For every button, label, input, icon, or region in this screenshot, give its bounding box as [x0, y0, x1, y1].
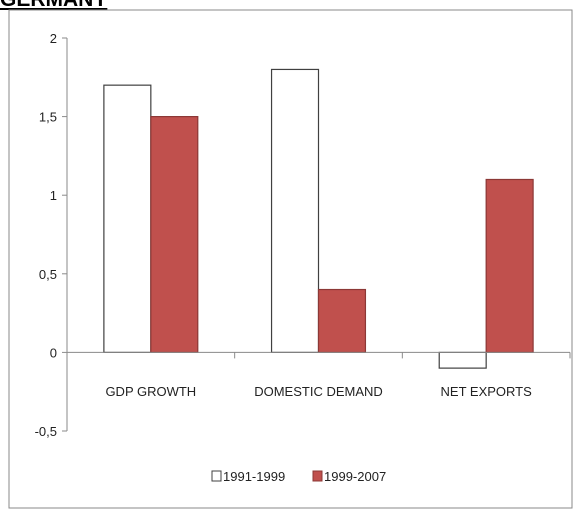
bar-series1	[438, 351, 487, 369]
bar-series1	[103, 84, 152, 353]
y-tick-label: -0,5	[35, 424, 57, 439]
x-category-label: NET EXPORTS	[441, 384, 533, 399]
legend-label: 1999-2007	[324, 469, 386, 484]
page-title: GERMANY	[0, 0, 200, 11]
bar-series2	[485, 178, 534, 353]
bar-series2	[150, 115, 199, 354]
y-tick-label: 1,5	[39, 110, 57, 125]
y-tick-label: 2	[50, 31, 57, 46]
legend-swatch	[312, 470, 323, 482]
y-axis: 2 1,5 1 0,5 0 -0,5	[35, 31, 68, 439]
legend: 1991-1999 1999-2007	[211, 469, 386, 484]
y-tick-label: 0	[50, 345, 57, 360]
bar-series1	[270, 68, 320, 353]
legend-swatch	[211, 470, 222, 482]
x-axis: GDP GROWTH DOMESTIC DEMAND NET EXPORTS	[66, 351, 571, 399]
bars	[103, 68, 534, 369]
y-tick-label: 1	[50, 188, 57, 203]
y-tick-label: 0,5	[39, 267, 57, 282]
x-category-label: GDP GROWTH	[105, 384, 196, 399]
legend-label: 1991-1999	[223, 469, 285, 484]
x-category-label: DOMESTIC DEMAND	[254, 384, 383, 399]
bar-series2	[317, 288, 367, 353]
